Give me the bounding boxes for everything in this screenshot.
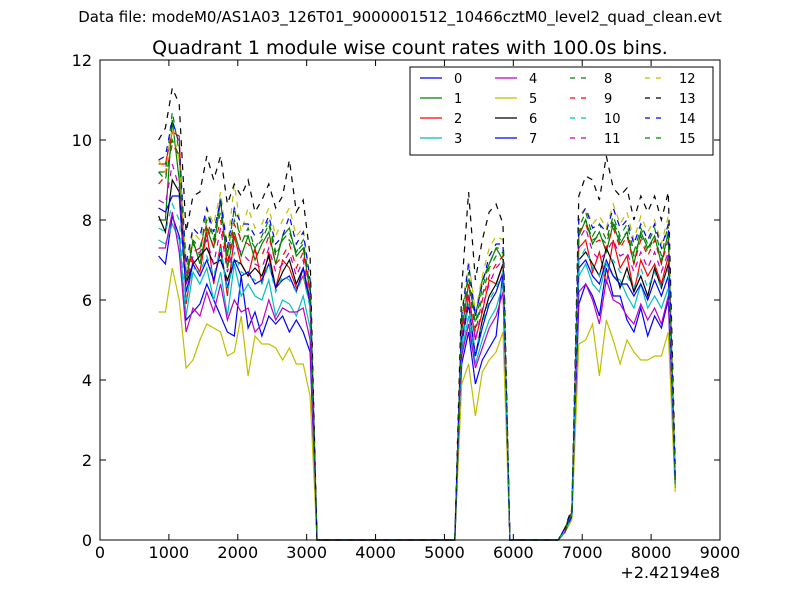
legend-label: 0 bbox=[454, 72, 462, 87]
legend-label: 5 bbox=[529, 92, 537, 107]
legend-label: 6 bbox=[529, 112, 537, 127]
legend-label: 13 bbox=[679, 92, 696, 107]
legend-label: 2 bbox=[454, 112, 462, 127]
legend-label: 3 bbox=[454, 132, 462, 147]
x-tick-label: 1000 bbox=[149, 543, 190, 562]
x-tick-label: 4000 bbox=[355, 543, 396, 562]
y-tick-label: 10 bbox=[72, 131, 92, 150]
legend-label: 8 bbox=[604, 72, 612, 87]
legend-frame bbox=[409, 66, 714, 156]
y-tick-label: 0 bbox=[82, 531, 92, 550]
legend-label: 1 bbox=[454, 92, 462, 107]
legend-label: 12 bbox=[679, 72, 696, 87]
series-line-7 bbox=[158, 195, 676, 541]
axes-layer: 0 1000 2000 3000 4000 5000 6000 7000 8000 9000 0 2 4… bbox=[72, 51, 741, 562]
x-tick-label: 5000 bbox=[424, 543, 465, 562]
series-line-11 bbox=[158, 163, 676, 541]
x-axis-offset-label: +2.42194e8 bbox=[620, 563, 720, 582]
series-layer bbox=[158, 85, 676, 541]
chart-title: Quadrant 1 module wise count rates with … bbox=[152, 37, 668, 59]
y-tick-label: 4 bbox=[82, 371, 92, 390]
series-line-12 bbox=[158, 127, 676, 541]
y-tick-label: 12 bbox=[72, 51, 92, 70]
x-tick-label: 7000 bbox=[562, 543, 603, 562]
series-line-3 bbox=[158, 222, 676, 541]
x-tick-label: 8000 bbox=[631, 543, 672, 562]
series-line-13 bbox=[158, 85, 676, 541]
series-line-14 bbox=[158, 119, 676, 541]
x-tick-label: 6000 bbox=[493, 543, 534, 562]
legend-label: 10 bbox=[604, 112, 621, 127]
legend-label: 15 bbox=[679, 132, 696, 147]
series-line-15 bbox=[158, 137, 676, 541]
figure-suptitle: Data file: modeM0/AS1A03_126T01_90000015… bbox=[78, 8, 722, 26]
legend-label: 4 bbox=[529, 72, 537, 87]
y-tick-label: 2 bbox=[82, 451, 92, 470]
series-line-10 bbox=[158, 202, 676, 541]
legend-label: 14 bbox=[679, 112, 696, 127]
series-line-5 bbox=[158, 267, 676, 541]
x-tick-label: 9000 bbox=[700, 543, 741, 562]
x-tick-label: 3000 bbox=[286, 543, 327, 562]
legend-label: 11 bbox=[604, 132, 621, 147]
y-tick-label: 6 bbox=[82, 291, 92, 310]
legend-label: 9 bbox=[604, 92, 612, 107]
series-line-8 bbox=[158, 111, 676, 541]
x-tick-label: 2000 bbox=[217, 543, 258, 562]
y-tick-label: 8 bbox=[82, 211, 92, 230]
series-line-1 bbox=[158, 119, 676, 541]
x-tick-label: 0 bbox=[95, 543, 105, 562]
legend-label: 7 bbox=[529, 132, 537, 147]
